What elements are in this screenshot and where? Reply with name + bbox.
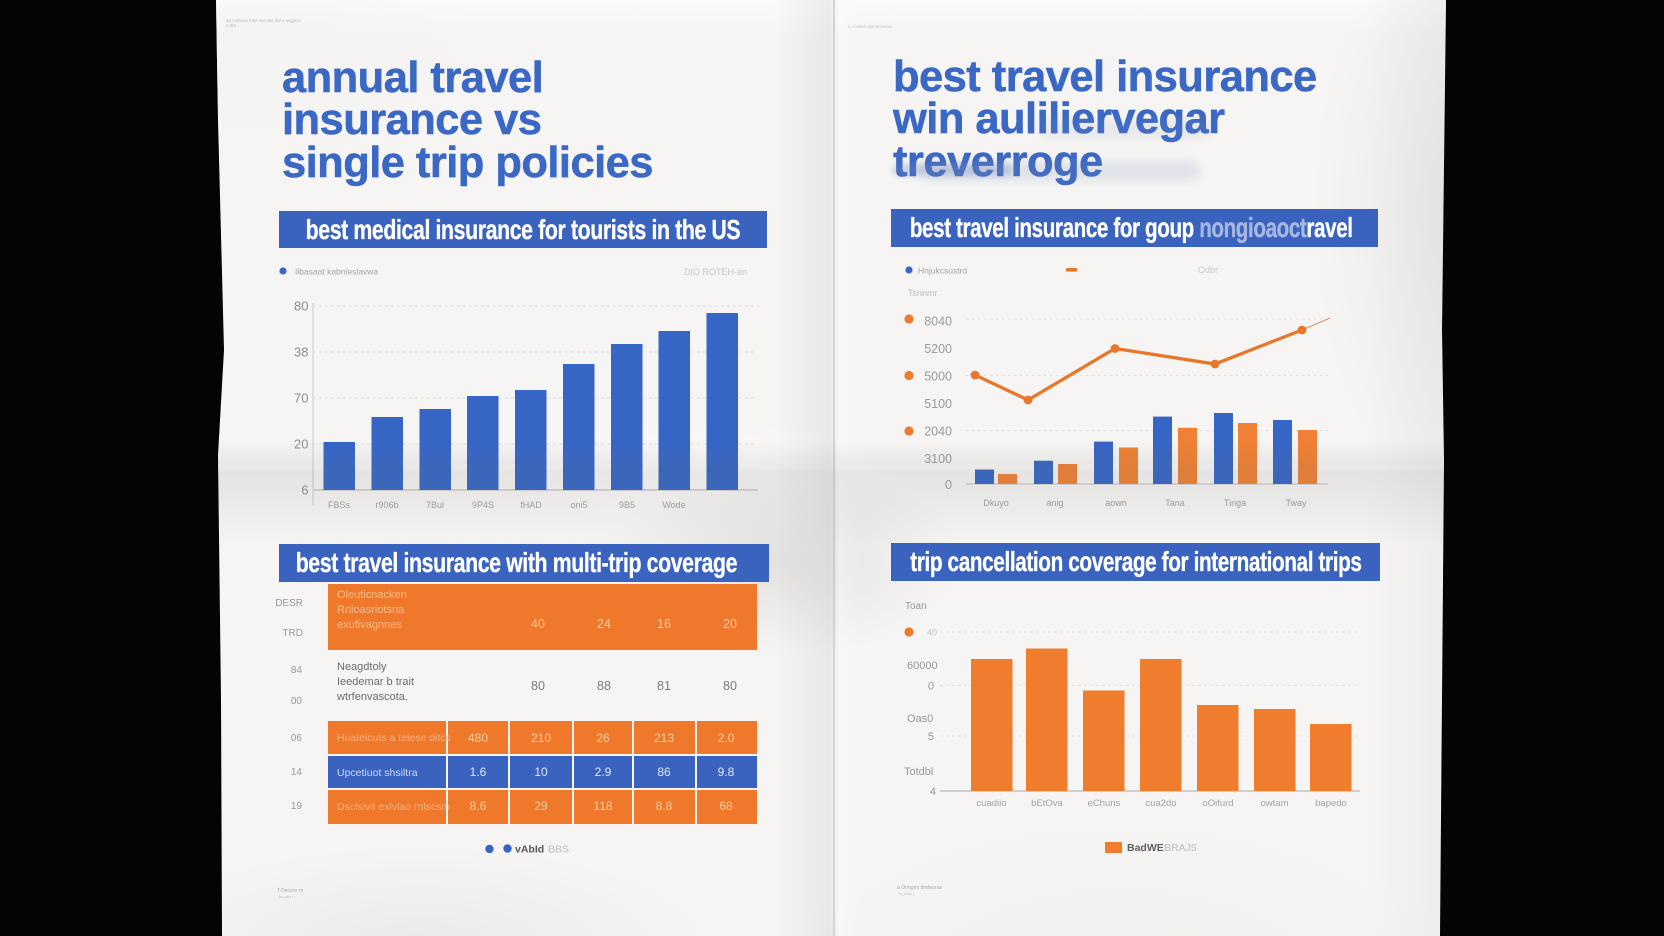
svg-text:10: 10	[534, 765, 548, 779]
svg-text:5100: 5100	[924, 397, 952, 411]
svg-text:9P4S: 9P4S	[472, 500, 494, 510]
svg-text:81: 81	[657, 679, 671, 693]
svg-text:2.0: 2.0	[718, 731, 735, 745]
svg-text:6: 6	[301, 483, 308, 498]
svg-text:anig: anig	[1046, 498, 1063, 508]
svg-text:cua2do: cua2do	[1145, 798, 1176, 809]
svg-text:213: 213	[654, 731, 674, 745]
svg-text:DESR: DESR	[275, 598, 303, 609]
svg-text:wtrfenvascota.: wtrfenvascota.	[336, 691, 408, 703]
svg-text:Dsclsivit exlvlao rrilscsm: Dsclsivit exlvlao rrilscsm	[337, 801, 450, 813]
svg-text:Odbr: Odbr	[1198, 265, 1218, 275]
svg-text:1.6: 1.6	[470, 765, 487, 779]
svg-text:7Bui: 7Bui	[426, 500, 444, 510]
svg-text:bapedo: bapedo	[1315, 798, 1347, 809]
svg-text:r906b: r906b	[375, 500, 398, 510]
svg-text:Toan: Toan	[905, 601, 927, 612]
svg-text:86: 86	[657, 765, 671, 779]
svg-text:210: 210	[531, 731, 551, 745]
svg-text:26: 26	[596, 731, 610, 745]
svg-text:Ieedemar b trait: Ieedemar b trait	[337, 676, 414, 688]
svg-text:80: 80	[294, 299, 308, 314]
svg-text:Tinga: Tinga	[1224, 498, 1246, 508]
svg-text:fHAD: fHAD	[520, 500, 542, 510]
svg-text:5000: 5000	[924, 370, 952, 384]
svg-text:vAbId: vAbId	[515, 844, 544, 856]
svg-text:Ilbasaat kabnieslavwa: Ilbasaat kabnieslavwa	[295, 267, 378, 277]
svg-text:0: 0	[928, 681, 934, 693]
svg-text:0: 0	[945, 478, 952, 492]
svg-text:60000: 60000	[907, 660, 938, 672]
svg-text:Neagdtoly: Neagdtoly	[337, 661, 387, 673]
svg-text:Hnjukcsustrd: Hnjukcsustrd	[918, 266, 967, 276]
svg-text:9B5: 9B5	[619, 500, 635, 510]
svg-text:68: 68	[719, 799, 733, 813]
svg-text:bEtOva: bEtOva	[1031, 798, 1063, 809]
svg-text:20: 20	[294, 437, 308, 452]
svg-text:06: 06	[291, 733, 303, 744]
svg-text:Totdbl: Totdbl	[904, 766, 933, 778]
svg-text:84: 84	[291, 665, 303, 676]
svg-text:480: 480	[468, 731, 488, 745]
svg-text:38: 38	[294, 345, 308, 360]
svg-text:00: 00	[291, 696, 303, 707]
svg-text:118: 118	[593, 799, 612, 813]
svg-text:Huateicuts a telese ditcs: Huateicuts a telese ditcs	[337, 732, 451, 744]
svg-text:29: 29	[534, 799, 548, 813]
svg-text:70: 70	[294, 391, 308, 406]
svg-text:oni5: oni5	[570, 500, 587, 510]
svg-text:aown: aown	[1105, 498, 1127, 508]
svg-text:tu paso t: tu paso t	[899, 891, 915, 896]
svg-text:BadWE: BadWE	[1127, 842, 1164, 854]
svg-text:eChuns: eChuns	[1088, 798, 1121, 809]
svg-text:9.8: 9.8	[718, 765, 735, 779]
svg-text:DIO ROTEH-an: DIO ROTEH-an	[684, 267, 747, 277]
svg-text:TRD: TRD	[282, 628, 303, 639]
svg-text:20: 20	[723, 617, 737, 631]
svg-text:oOifurd: oOifurd	[1202, 798, 1233, 809]
svg-text:5: 5	[928, 731, 934, 743]
svg-text:24: 24	[597, 617, 611, 631]
svg-text:16: 16	[657, 617, 671, 631]
svg-text:8.8: 8.8	[656, 799, 673, 813]
svg-text:14: 14	[291, 767, 303, 778]
svg-text:Upcetiuot shsiltra: Upcetiuot shsiltra	[337, 767, 418, 779]
svg-text:BBS: BBS	[548, 844, 569, 856]
svg-text:3100: 3100	[924, 452, 952, 466]
svg-text:8.6: 8.6	[470, 799, 487, 813]
svg-text:Oas0: Oas0	[907, 713, 933, 725]
svg-text:80: 80	[723, 679, 737, 693]
svg-text:Tsnnmr: Tsnnmr	[908, 288, 938, 298]
svg-text:8040: 8040	[924, 315, 952, 329]
svg-text:Dkuyo: Dkuyo	[983, 498, 1009, 508]
svg-text:cuadiio: cuadiio	[976, 798, 1006, 809]
svg-text:2040: 2040	[924, 425, 952, 439]
svg-text:FBSs: FBSs	[328, 500, 351, 510]
svg-text:4: 4	[930, 786, 936, 798]
svg-text:Tana: Tana	[1165, 498, 1185, 508]
svg-text:40: 40	[927, 628, 937, 638]
svg-text:exufivagnnes: exufivagnnes	[337, 619, 402, 631]
svg-text:BRAJ5: BRAJ5	[1164, 842, 1197, 854]
svg-text:a Ormgmt ttmfwcras: a Ormgmt ttmfwcras	[897, 885, 943, 891]
svg-text:Oleuticnacken: Oleuticnacken	[337, 589, 407, 601]
svg-text:Tway: Tway	[1285, 498, 1307, 508]
svg-text:Rnloasriotsna: Rnloasriotsna	[337, 604, 405, 616]
svg-text:80: 80	[531, 679, 545, 693]
svg-text:19: 19	[291, 801, 303, 812]
svg-text:hu abs t r: hu abs t r	[279, 894, 296, 899]
svg-text:40: 40	[531, 617, 545, 631]
svg-text:88: 88	[597, 679, 611, 693]
svg-text:Wode: Wode	[662, 500, 685, 510]
svg-text:T.Oecere rn: T.Oecere rn	[277, 888, 303, 894]
svg-text:owtam: owtam	[1261, 798, 1289, 809]
svg-text:2.9: 2.9	[595, 765, 612, 779]
svg-text:5200: 5200	[924, 342, 952, 356]
